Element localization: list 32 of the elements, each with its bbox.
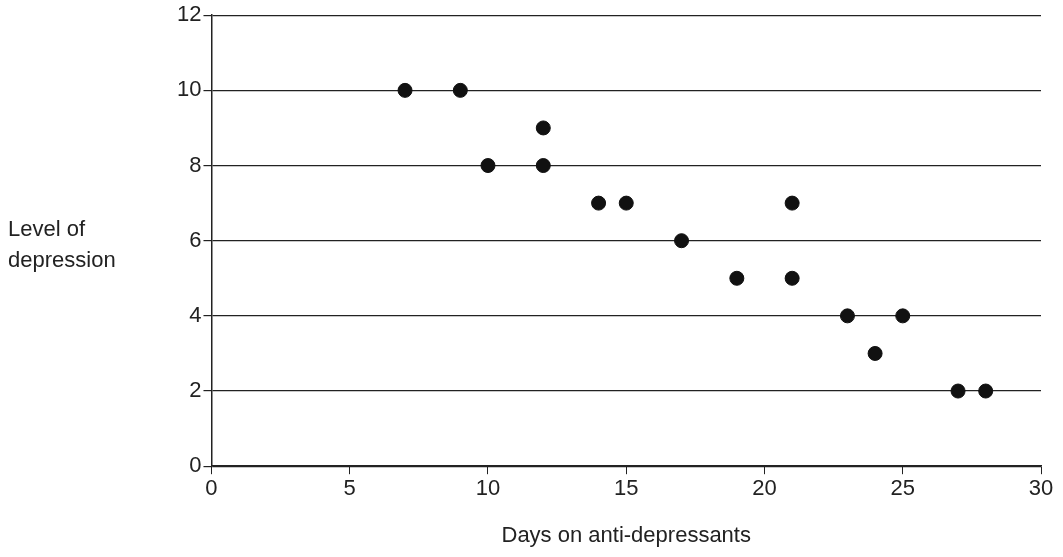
point bbox=[397, 82, 413, 98]
y-tick-label: 8 bbox=[189, 151, 202, 177]
point bbox=[535, 158, 551, 174]
point bbox=[895, 308, 911, 324]
point bbox=[950, 383, 966, 399]
x-tick-label: 5 bbox=[343, 475, 356, 501]
x-tick-label: 20 bbox=[752, 475, 777, 501]
point bbox=[535, 120, 551, 136]
point bbox=[784, 195, 800, 211]
x-tick-label: 30 bbox=[1028, 475, 1054, 501]
x-tick-label: 15 bbox=[613, 475, 639, 501]
y-tick-label: 6 bbox=[189, 226, 202, 252]
point bbox=[452, 82, 468, 98]
y-tick-label: 4 bbox=[189, 301, 202, 327]
point bbox=[729, 270, 745, 286]
y-tick-label: 12 bbox=[176, 1, 202, 27]
point bbox=[674, 233, 690, 249]
point bbox=[839, 308, 855, 324]
point bbox=[867, 345, 883, 361]
y-tick-label: 2 bbox=[189, 377, 202, 403]
y-axis-title: Level of depression bbox=[8, 215, 117, 274]
point bbox=[784, 270, 800, 286]
x-axis-title: Days on anti-depressants bbox=[501, 521, 751, 547]
x-tick-label: 10 bbox=[475, 475, 501, 501]
y-tick-label: 10 bbox=[176, 76, 202, 102]
y-tick-label: 0 bbox=[189, 452, 202, 478]
point bbox=[978, 383, 994, 399]
point bbox=[618, 195, 634, 211]
point bbox=[480, 158, 496, 174]
x-tick-label: 25 bbox=[890, 475, 915, 501]
point bbox=[591, 195, 607, 211]
x-tick-label: 0 bbox=[205, 475, 218, 501]
